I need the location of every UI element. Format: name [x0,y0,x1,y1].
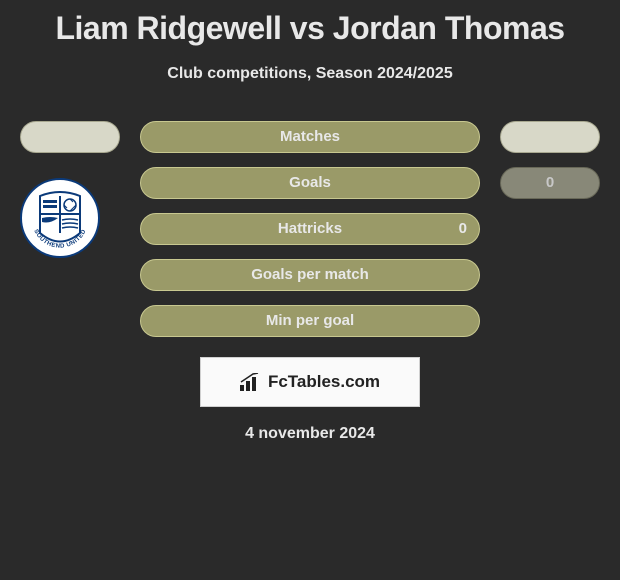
left-value-pill [20,121,120,153]
stat-row: Goals per match [0,259,620,291]
stat-row: Matches [0,121,620,153]
date-label: 4 november 2024 [0,425,620,443]
stat-label: Hattricks [141,214,479,244]
stat-row: Min per goal [0,305,620,337]
right-value-pill: 0 [500,167,600,199]
right-value-inline: 0 [459,214,467,244]
right-value-pill [500,121,600,153]
stat-label: Matches [141,122,479,152]
stat-label-pill: Goals per match [140,259,480,291]
stat-label-pill: Goals [140,167,480,199]
stat-label-pill: Min per goal [140,305,480,337]
bar-chart-icon [240,373,262,391]
stat-label-pill: Hattricks0 [140,213,480,245]
stat-label: Goals per match [141,260,479,290]
stat-label: Min per goal [141,306,479,336]
subtitle: Club competitions, Season 2024/2025 [0,65,620,83]
fctables-watermark: FcTables.com [200,357,420,407]
club-badge: SOUTHEND UNITED [20,178,100,258]
page-title: Liam Ridgewell vs Jordan Thomas [0,0,620,47]
stat-label-pill: Matches [140,121,480,153]
fctables-label: FcTables.com [268,372,380,392]
stat-label: Goals [141,168,479,198]
